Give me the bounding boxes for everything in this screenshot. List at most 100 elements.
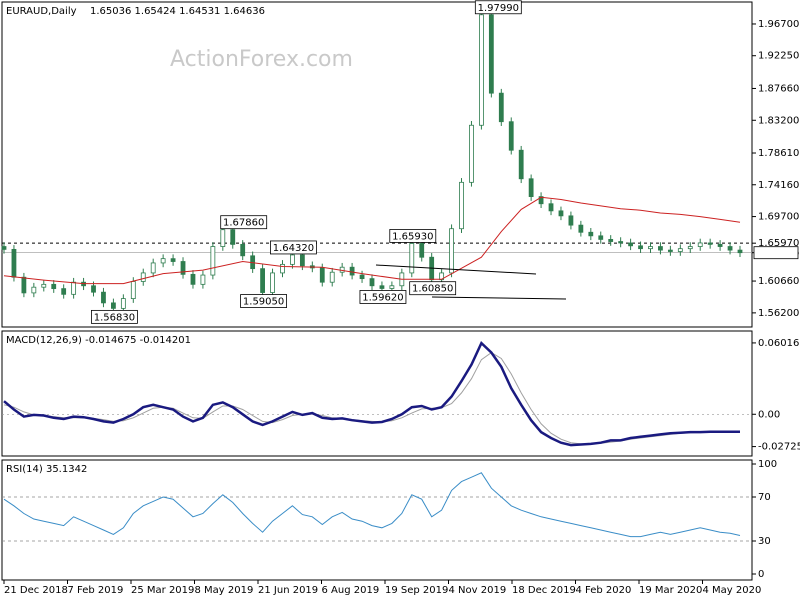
time-tick-label: 6 Aug 2019: [322, 585, 380, 596]
candle-body: [1, 246, 7, 250]
trendline-upper: [375, 264, 537, 275]
candle-body: [91, 285, 96, 293]
time-tick-label: 21 Dec 2018: [4, 585, 68, 596]
price-tick-label: 1.92250: [758, 51, 799, 62]
candle-body: [618, 241, 624, 244]
price-candles: [1, 10, 743, 313]
candle-body: [329, 271, 335, 283]
annotation-label: 1.65930: [392, 231, 433, 242]
candle-body: [150, 262, 156, 274]
candle-body: [111, 302, 116, 309]
candle-body: [140, 272, 146, 282]
time-tick-label: 4 Nov 2019: [449, 585, 507, 596]
candle-body: [737, 249, 743, 254]
candle-body: [319, 267, 325, 283]
time-tick-label: 19 Sep 2019: [385, 585, 448, 596]
annotation-box: [359, 290, 407, 304]
annotation-label: 1.67860: [223, 218, 264, 229]
candle-body: [727, 246, 733, 251]
annotation-label: 1.97990: [478, 3, 519, 14]
price-tick-label: 1.83200: [758, 115, 799, 126]
candle-body: [280, 263, 285, 274]
candle-body: [130, 281, 136, 300]
candle-body: [359, 274, 365, 280]
candle-body: [638, 245, 643, 250]
price-panel: EURAUD,Daily 1.65036 1.65424 1.64531 1.6…: [1, 0, 799, 328]
candle-body: [299, 254, 305, 267]
macd-header: MACD(12,26,9) -0.014675 -0.014201: [6, 335, 191, 346]
candle-body: [120, 298, 126, 309]
time-tick-label: 4 May 2020: [703, 585, 762, 596]
candle-body: [558, 210, 564, 217]
candle-body: [200, 274, 206, 285]
price-tick-label: 1.56200: [758, 308, 799, 319]
candle-body: [538, 196, 544, 205]
rsi-tick-label: 100: [758, 459, 777, 470]
annotation-box: [474, 0, 522, 15]
trendline-lower: [431, 296, 567, 300]
candle-body: [459, 181, 464, 230]
macd-panel-border: [1, 330, 753, 457]
time-tick-label: 21 Jun 2019: [258, 585, 318, 596]
price-header: EURAUD,Daily: [6, 6, 77, 17]
candle-body: [21, 276, 27, 294]
macd-axis: 0.060165 0.00 -0.02725: [2, 338, 800, 453]
candle-body: [409, 243, 415, 274]
price-tick-label: 1.74160: [758, 180, 799, 191]
candle-body: [61, 288, 67, 295]
rsi-panel: RSI(14) 35.1342 100 70 30 0: [1, 459, 777, 581]
candle-body: [648, 246, 653, 250]
candle-body: [707, 242, 713, 245]
price-tick-label: 1.69700: [758, 212, 799, 223]
sma-line: [3, 196, 741, 285]
candle-body: [518, 149, 524, 180]
candle-body: [270, 272, 275, 293]
candle-body: [369, 278, 375, 287]
watermark: ActionForex.com: [170, 47, 353, 72]
candle-body: [170, 258, 176, 262]
macd-panel: MACD(12,26,9) -0.014675 -0.014201 0.0601…: [1, 330, 800, 457]
candle-body: [220, 229, 226, 247]
candle-body: [697, 242, 703, 247]
annotation-label: 1.59620: [362, 292, 403, 303]
candle-body: [379, 285, 385, 289]
macd-tick-label: 0.00: [758, 409, 780, 420]
annotation-box: [91, 309, 138, 324]
price-reference-lines: [2, 242, 752, 253]
candle-body: [667, 249, 673, 252]
candle-body: [11, 248, 17, 278]
candle-body: [71, 281, 77, 295]
annotation-box: [240, 294, 287, 308]
candle-body: [190, 273, 196, 285]
price-tick-label: 1.87660: [758, 83, 799, 94]
price-tick-label: 1.96700: [758, 19, 799, 30]
annotation-label: 1.56830: [94, 312, 135, 323]
candle-body: [41, 283, 47, 288]
macd-tick-label: 0.060165: [758, 338, 800, 349]
candle-body: [51, 283, 57, 290]
price-panel-border: [1, 1, 753, 328]
candle-body: [498, 92, 504, 123]
candle-body: [588, 231, 594, 237]
time-tick-label: 4 Feb 2020: [576, 585, 632, 596]
candle-body: [101, 291, 106, 304]
time-tick-label: 25 Mar 2019: [131, 585, 194, 596]
candle-body: [389, 285, 395, 289]
macd-main-line: [3, 340, 740, 447]
candle-body: [210, 246, 216, 276]
candle-body: [677, 248, 683, 252]
candle-body: [160, 258, 166, 264]
trendlines: [375, 264, 567, 300]
price-annotations: 1.97990 1.67860 1.64320 1.65930 1.56830 1.590…: [91, 0, 522, 324]
candle-body: [260, 268, 265, 293]
candle-body: [31, 286, 37, 294]
rsi-panel-border: [1, 459, 753, 581]
annotation-box: [409, 281, 457, 296]
price-tick-label: 1.78610: [758, 148, 799, 159]
candle-body: [508, 121, 514, 151]
rsi-line: [3, 472, 741, 538]
candle-body: [687, 246, 693, 250]
time-tick-label: 19 Mar 2020: [639, 585, 702, 596]
annotation-box: [270, 240, 317, 255]
